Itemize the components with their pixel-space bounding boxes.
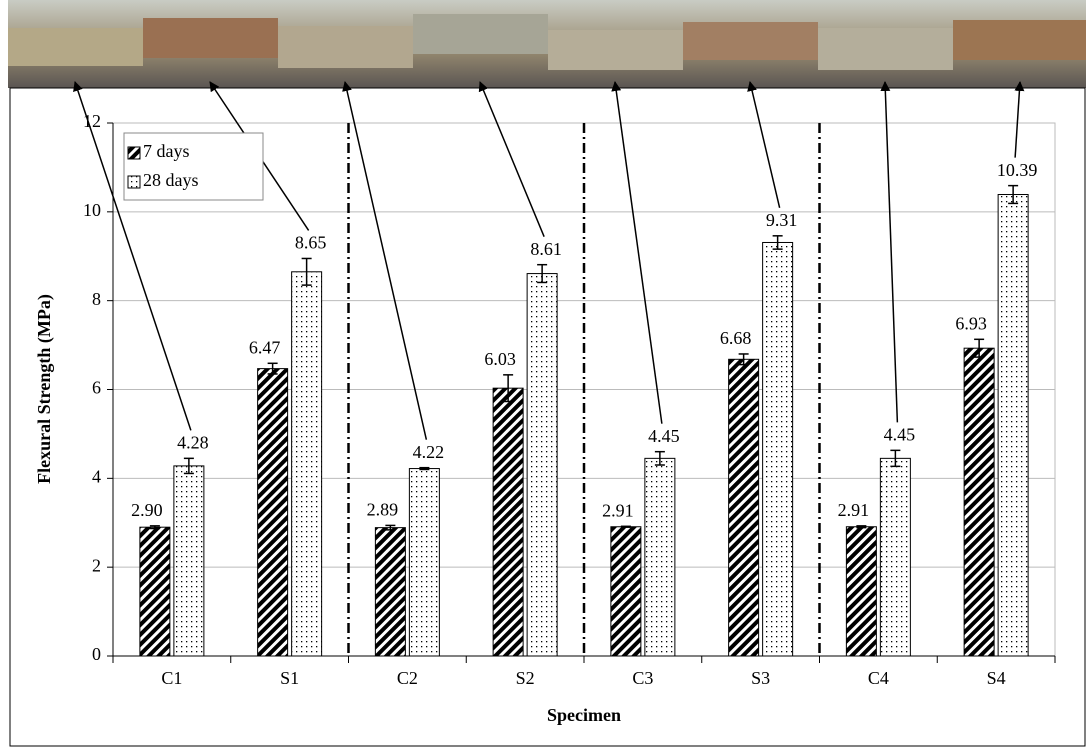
photo — [413, 14, 548, 54]
photo-arrow — [750, 82, 780, 208]
legend-swatch — [128, 176, 140, 188]
photo-arrow — [1015, 82, 1020, 158]
bar — [846, 527, 876, 656]
photo-arrow — [615, 82, 662, 424]
bar — [258, 369, 288, 656]
legend-label: 28 days — [143, 170, 199, 190]
x-tick-label: S2 — [516, 668, 535, 688]
value-label: 4.28 — [177, 432, 209, 452]
photo — [8, 28, 143, 66]
y-tick-label: 0 — [92, 644, 101, 664]
legend-label: 7 days — [143, 141, 190, 161]
legend-swatch — [128, 147, 140, 159]
value-label: 6.47 — [249, 337, 281, 357]
bar — [140, 527, 170, 656]
x-tick-label: S3 — [751, 668, 770, 688]
value-label: 6.93 — [955, 313, 987, 333]
y-tick-label: 4 — [92, 466, 101, 486]
value-label: 4.22 — [413, 442, 445, 462]
bar — [880, 458, 910, 656]
bar — [729, 359, 759, 656]
value-label: 8.61 — [530, 239, 562, 259]
y-tick-label: 2 — [92, 555, 101, 575]
y-axis-title: Flexural Strength (MPa) — [34, 294, 55, 484]
x-tick-label: S1 — [280, 668, 299, 688]
photo — [683, 22, 818, 60]
value-label: 8.65 — [295, 233, 327, 253]
x-tick-label: C1 — [161, 668, 182, 688]
value-label: 2.91 — [838, 500, 870, 520]
y-tick-label: 6 — [92, 378, 101, 398]
photo-arrow — [885, 82, 897, 422]
value-label: 2.89 — [367, 500, 399, 520]
bar — [292, 272, 322, 656]
photo-strip — [8, 0, 1086, 88]
value-label: 4.45 — [884, 424, 916, 444]
photo — [953, 20, 1086, 60]
value-label: 2.91 — [602, 500, 634, 520]
value-label: 6.68 — [720, 328, 752, 348]
photo — [818, 28, 953, 70]
bar — [763, 242, 793, 656]
x-tick-label: C2 — [397, 668, 418, 688]
photo — [143, 18, 278, 58]
x-tick-label: C3 — [632, 668, 653, 688]
bar — [998, 195, 1028, 656]
bar — [493, 388, 523, 656]
value-label: 4.45 — [648, 426, 680, 446]
y-tick-label: 10 — [83, 200, 101, 220]
chart: Flexural Strength (MPa) Specimen 0 2 4 6 8 10… — [0, 0, 1086, 747]
photo — [278, 26, 413, 68]
bar — [645, 458, 675, 656]
y-tick-label: 8 — [92, 289, 101, 309]
bar — [611, 527, 641, 656]
bar — [527, 274, 557, 656]
value-label: 6.03 — [484, 349, 516, 369]
x-axis-title: Specimen — [547, 705, 621, 725]
bar — [964, 348, 994, 656]
value-label: 10.39 — [997, 160, 1038, 180]
value-label: 9.31 — [766, 210, 798, 230]
bar — [375, 528, 405, 656]
photo-arrow — [480, 82, 544, 237]
x-tick-label: S4 — [987, 668, 1006, 688]
x-tick-label: C4 — [868, 668, 889, 688]
photo-arrow — [345, 82, 426, 440]
bar — [409, 469, 439, 656]
photo — [548, 30, 683, 70]
value-label: 2.90 — [131, 500, 163, 520]
bar — [174, 466, 204, 656]
